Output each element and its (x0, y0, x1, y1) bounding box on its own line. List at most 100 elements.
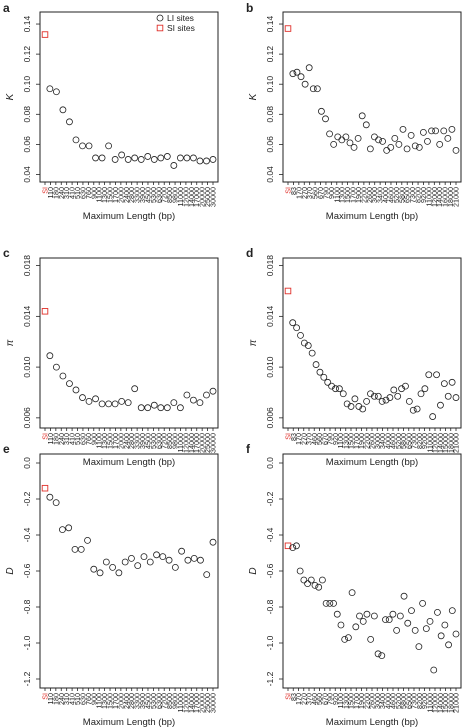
x-tick-label: 2200 (359, 187, 368, 203)
li-point (351, 395, 359, 403)
x-tick-label: 410 (68, 433, 77, 445)
li-point (190, 154, 197, 162)
x-tick-label: 9200 (420, 433, 429, 449)
li-point (196, 157, 204, 165)
li-point (391, 134, 399, 142)
x-tick-label: 2800 (127, 693, 136, 709)
x-tick-label: 790 (326, 433, 335, 445)
li-point (153, 551, 160, 559)
x-tick-label: 2800 (127, 433, 136, 449)
x-tick-label: 2400 (122, 187, 131, 203)
li-point (183, 391, 191, 399)
x-tick-label: 2200 (362, 433, 371, 449)
li-point (296, 567, 304, 575)
x-tick-label: 15000 (441, 433, 450, 453)
x-tick-label: 5800 (397, 187, 406, 203)
x-tick-label: 410 (68, 693, 77, 705)
li-point (440, 380, 448, 387)
li-point (393, 627, 401, 634)
x-tick-label: 20000 (198, 187, 207, 207)
x-tick-label-si: SI (284, 187, 293, 194)
x-tick-label: 760 (84, 433, 93, 445)
li-point (348, 589, 356, 596)
x-tick-label: 3900 (138, 187, 147, 203)
li-point (409, 406, 417, 414)
li-point (196, 399, 204, 407)
li-point (171, 564, 179, 571)
li-point (400, 592, 408, 600)
x-tick-label: 1100 (336, 693, 345, 708)
si-point (284, 25, 292, 32)
x-tick-label: 5300 (149, 693, 158, 709)
plot-frame (282, 453, 462, 689)
x-tick-label: 14000 (187, 433, 196, 453)
li-point (308, 349, 316, 357)
x-tick-label: 5300 (149, 187, 158, 203)
x-tick-label: 83 (289, 693, 298, 701)
li-point (115, 569, 123, 577)
x-tick-label: 21000 (452, 187, 461, 207)
li-point (441, 621, 449, 629)
li-point (387, 143, 395, 151)
x-tick-label: 270 (299, 693, 308, 705)
x-tick-label: 370 (305, 433, 314, 445)
x-tick-label: 1900 (354, 187, 363, 203)
x-tick-label-si: SI (284, 693, 293, 700)
panel-f: f-1.2-1.0-0.8-0.6-0.4-0.20.0DSI831702703… (246, 442, 462, 727)
x-tick-label: 3900 (138, 693, 147, 709)
panel-letter-e: e (3, 442, 10, 456)
li-point (386, 394, 394, 401)
x-tick-label: 1300 (341, 433, 350, 449)
li-point (335, 385, 343, 393)
x-tick-label: 410 (68, 187, 77, 199)
x-tick-label: 12000 (181, 693, 190, 713)
li-point (356, 612, 363, 620)
y-tick-label: 0.12 (265, 46, 275, 63)
x-tick-label: 14000 (187, 187, 196, 207)
x-tick-label: 240 (57, 693, 66, 705)
li-point (92, 154, 99, 162)
x-tick-label: 7200 (160, 187, 169, 203)
x-tick-label: 14000 (436, 693, 445, 713)
x-tick-label: 170 (294, 187, 303, 199)
li-point (382, 616, 389, 623)
li-point (90, 565, 98, 573)
li-point (448, 607, 456, 614)
li-point (419, 128, 427, 136)
x-tick-label: 460 (310, 433, 319, 445)
si-point (41, 308, 49, 315)
li-point (385, 616, 393, 623)
x-tick-label: 11000 (176, 693, 185, 712)
li-point (432, 127, 440, 135)
li-point (396, 612, 404, 620)
x-tick-label: 14000 (187, 693, 196, 713)
x-tick-label: 180 (51, 187, 60, 199)
li-point (92, 395, 99, 403)
x-tick-label: 6300 (154, 187, 163, 203)
x-tick-label: 8200 (414, 187, 423, 203)
li-point (367, 636, 375, 643)
x-tick-label: 310 (62, 187, 71, 199)
y-tick-label: 0.04 (22, 166, 32, 183)
y-tick-label: 0.014 (22, 305, 32, 327)
x-tick-label: 14000 (436, 433, 445, 453)
li-point (304, 342, 312, 349)
y-tick-label: 0.010 (265, 356, 275, 378)
li-point (124, 156, 132, 163)
li-point (85, 397, 93, 405)
x-tick-label: 12000 (430, 187, 439, 207)
x-tick-label: 2200 (362, 693, 371, 709)
li-point (163, 404, 171, 412)
li-point (403, 145, 411, 153)
y-axis-label: K (248, 92, 259, 100)
x-tick-label: 1500 (106, 187, 115, 203)
li-point (379, 137, 386, 145)
li-point (46, 352, 54, 360)
x-axis-label: Maximum Length (bp) (326, 457, 418, 468)
x-tick-label: 16000 (441, 187, 450, 207)
li-point (330, 140, 338, 148)
x-tick-label: 2000 (116, 433, 125, 449)
x-tick-label: 1100 (95, 187, 104, 202)
li-point (121, 558, 129, 566)
